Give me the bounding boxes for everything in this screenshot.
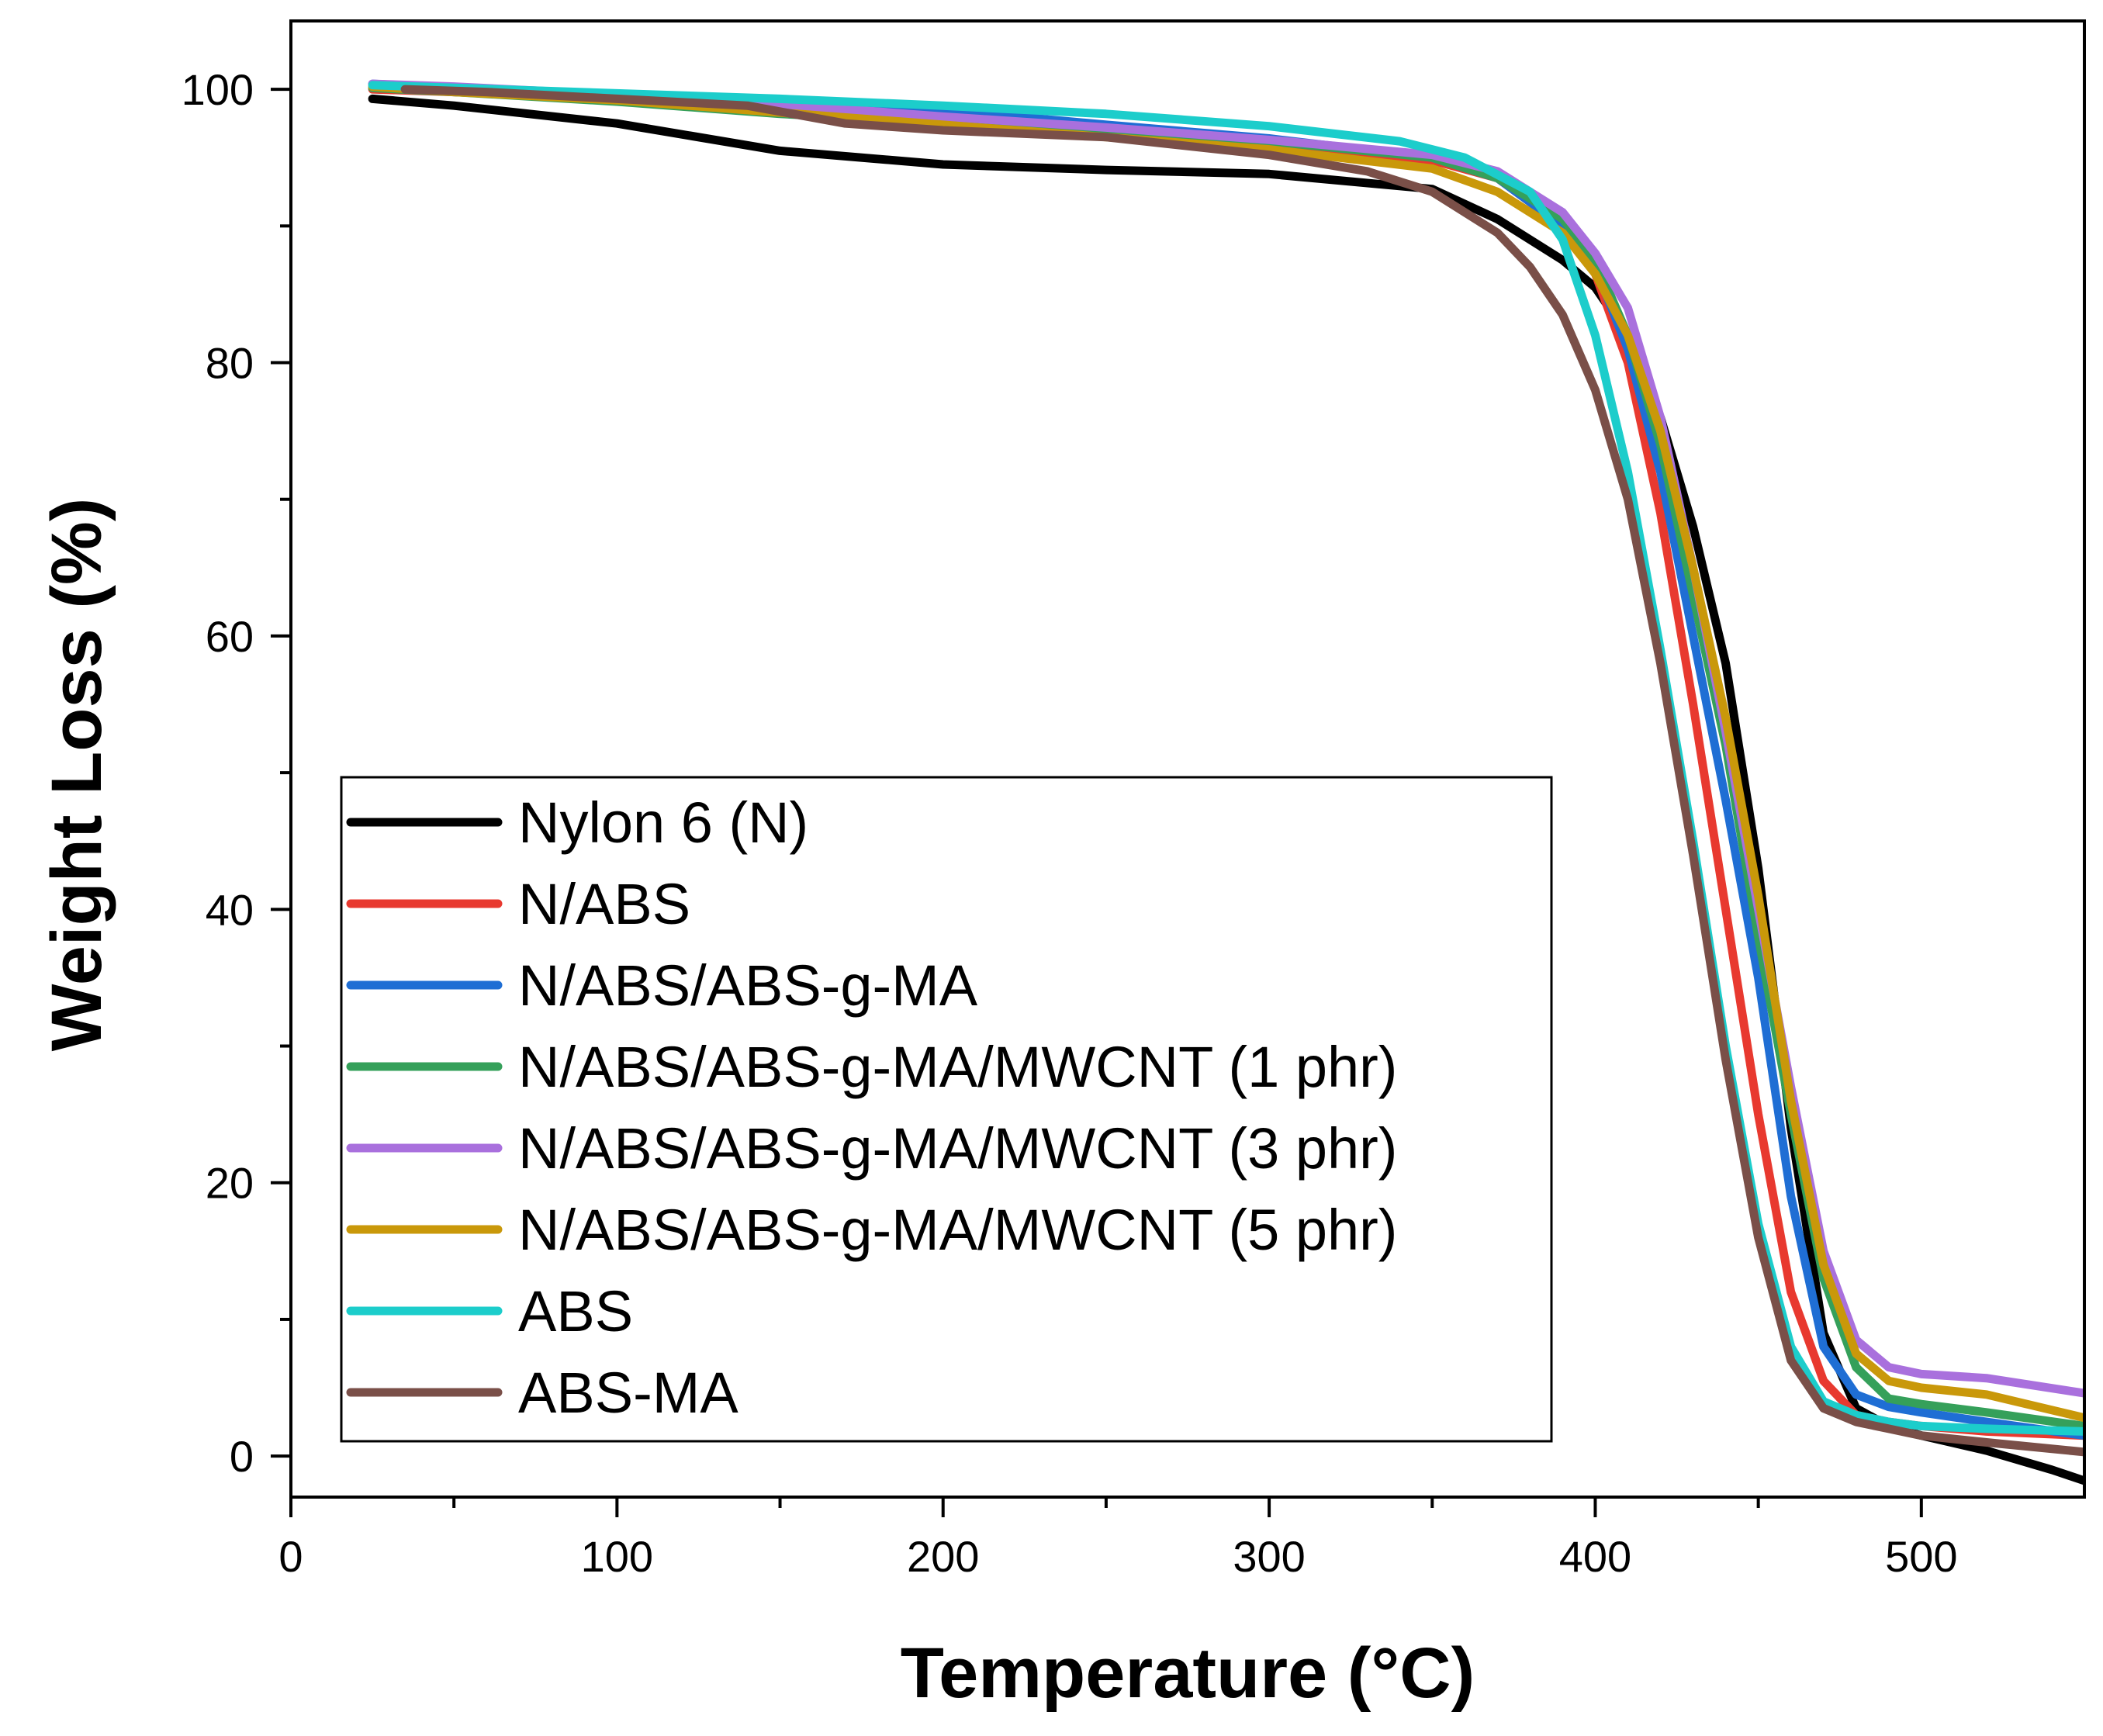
legend-label-7: ABS [518,1279,633,1343]
legend: Nylon 6 (N) N/ABS N/ABS/ABS-g-MA N/ABS/ABS-… [340,776,1553,1443]
legend-label-1: Nylon 6 (N) [518,790,808,855]
series-line-8 [400,85,2084,1457]
axes-layer [289,19,2086,1499]
y-tick-label: 100 [182,65,254,114]
x-tick-label: 100 [581,1532,653,1581]
x-tick-label: 0 [278,1532,303,1581]
y-tick-label: 80 [206,339,254,388]
legend-box [340,776,1553,1443]
legend-label-4: N/ABS/ABS-g-MA/MWCNT (1 phr) [518,1035,1397,1099]
legend-label-6: N/ABS/ABS-g-MA/MWCNT (5 phr) [518,1198,1397,1262]
y-tick-label: 40 [206,885,254,934]
y-tick-label: 20 [206,1159,254,1208]
series-line-7 [368,81,2084,1436]
series-line-5 [368,79,2084,1398]
x-tick-label: 400 [1559,1532,1631,1581]
series-layer [368,79,2084,1485]
x-tick-label: 300 [1233,1532,1305,1581]
y-tick-label: 60 [206,612,254,661]
y-tick-label: 0 [230,1432,254,1481]
x-tick-label: 500 [1885,1532,1957,1581]
x-tick-label: 200 [907,1532,979,1581]
legend-label-2: N/ABS [518,872,690,936]
legend-label-5: N/ABS/ABS-g-MA/MWCNT (3 phr) [518,1116,1397,1181]
series-line-6 [368,82,2084,1423]
x-axis-title: Temperature (°C) [901,1634,1475,1713]
legend-label-8: ABS-MA [518,1361,738,1425]
legend-label-3: N/ABS/ABS-g-MA [518,953,978,1018]
plot-frame [289,19,2086,1499]
tick-layer: 0 100 200 300 400 500 0 20 40 60 80 100 [182,65,1958,1581]
y-axis-title: Weight Loss (%) [37,498,116,1052]
